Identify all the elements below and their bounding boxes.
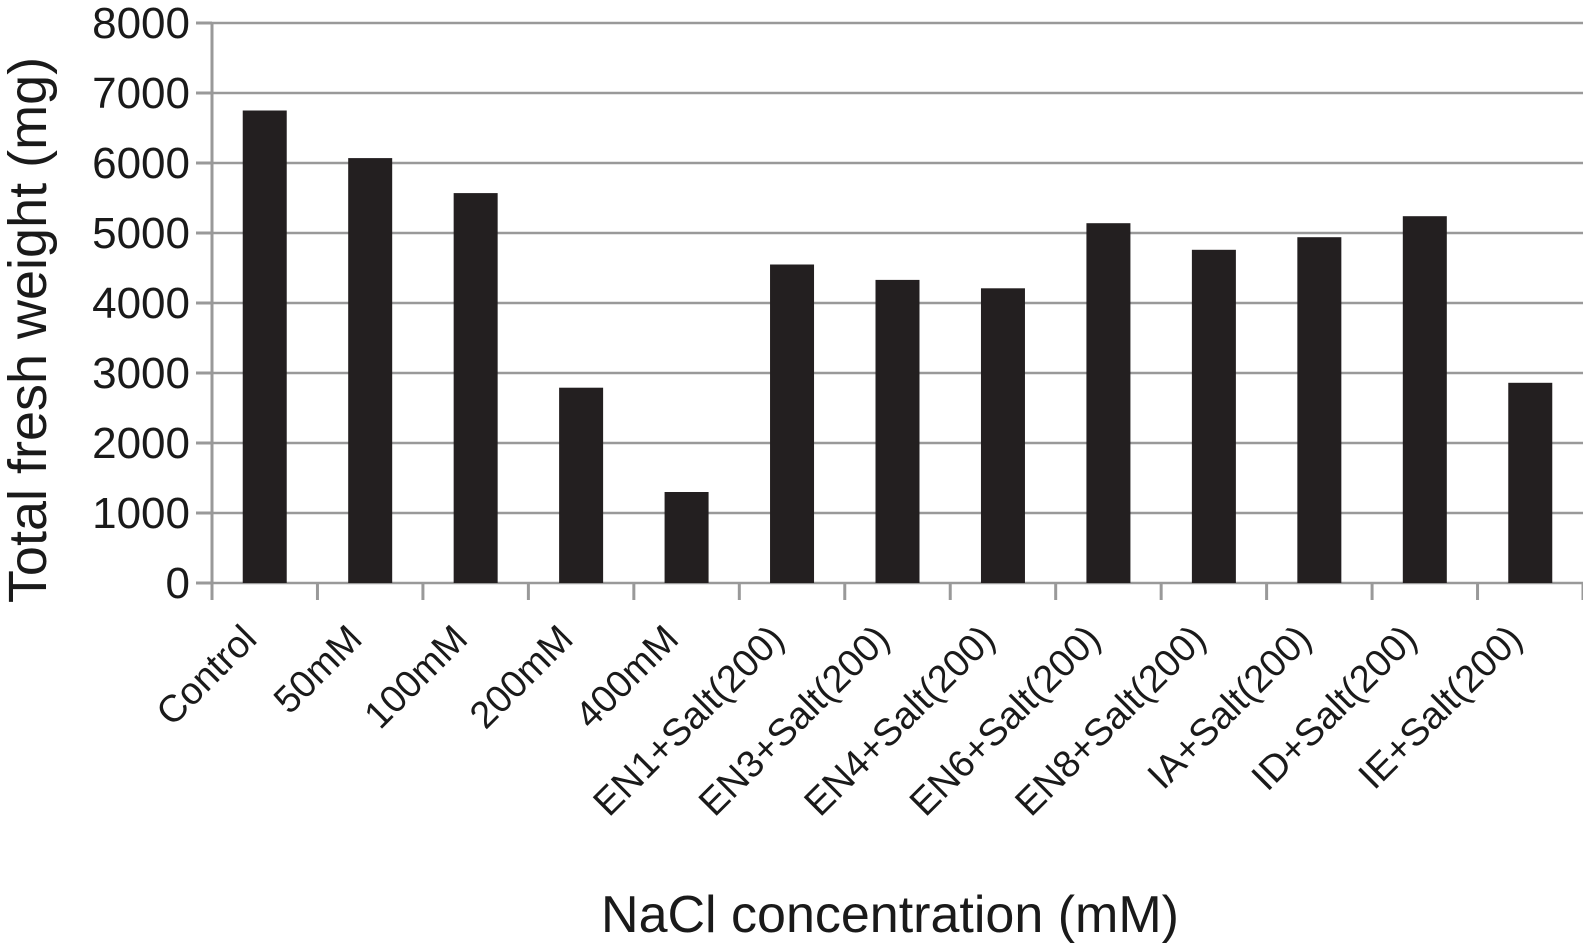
x-category-label: EN1+Salt(200) [586, 618, 793, 825]
y-tick-labels: 0 1000 2000 3000 4000 5000 6000 7000 8000 [92, 0, 190, 608]
x-category-label: EN8+Salt(200) [1008, 618, 1215, 825]
bar [242, 110, 287, 583]
x-category-label: EN4+Salt(200) [797, 618, 1004, 825]
y-axis-title: Total fresh weight (mg) [0, 57, 58, 603]
y-tick-label: 8000 [92, 0, 190, 48]
bar [1086, 223, 1131, 583]
x-category-label: EN3+Salt(200) [691, 618, 898, 825]
bar [664, 492, 709, 583]
y-tick-label: 5000 [92, 209, 190, 258]
x-category-label: 200mM [462, 618, 581, 737]
y-tick-label: 0 [166, 559, 190, 608]
bar [1508, 382, 1553, 583]
x-axis-title: NaCl concentration (mM) [601, 886, 1179, 944]
bar [348, 158, 393, 583]
axes [196, 21, 1583, 600]
bar [1297, 237, 1342, 583]
bar [453, 193, 498, 583]
x-category-label: EN6+Salt(200) [902, 618, 1109, 825]
bars [242, 110, 1553, 584]
x-category-label: 50mM [266, 618, 370, 722]
bar [559, 387, 604, 583]
y-tick-label: 7000 [92, 69, 190, 118]
x-tick-labels: Control 50mM100mM200mM400mMEN1+Salt(200)E… [149, 618, 1531, 825]
bar [1402, 216, 1447, 583]
x-category-label: Control [149, 618, 265, 734]
y-tick-label: 1000 [92, 489, 190, 538]
y-tick-label: 4000 [92, 279, 190, 328]
y-tick-label: 3000 [92, 349, 190, 398]
x-category-label: 100mM [357, 618, 476, 737]
y-tick-label: 6000 [92, 139, 190, 188]
bar [1191, 249, 1236, 584]
bar [770, 264, 815, 583]
bar [980, 288, 1025, 583]
y-tick-label: 2000 [92, 419, 190, 468]
bar [875, 279, 920, 583]
